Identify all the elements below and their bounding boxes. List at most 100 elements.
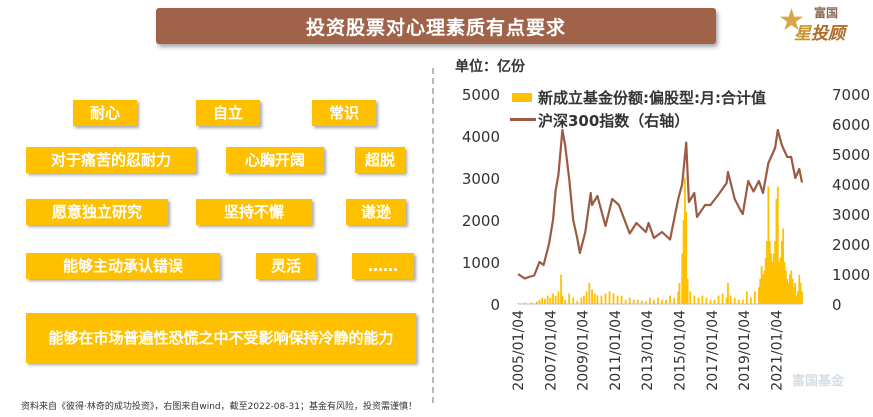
bar-mark: [790, 270, 793, 304]
bar-mark: [693, 295, 696, 304]
bar-mark: [727, 283, 729, 304]
bar-mark: [713, 299, 716, 304]
bar-mark: [644, 301, 647, 304]
bar-mark: [682, 220, 685, 304]
bar-mark: [779, 257, 782, 304]
bar-mark: [557, 291, 560, 304]
y-right-tick-label: 4000: [832, 176, 870, 194]
page-title: 投资股票对心理素质有点要求: [156, 8, 716, 44]
bar-mark: [657, 297, 659, 304]
tag-independent-research: 愿意独立研究: [26, 199, 168, 225]
bar-mark: [799, 283, 802, 304]
bar-mark: [753, 291, 756, 304]
legend-label-csi300: 沪深300指数（右轴）: [538, 112, 690, 130]
bar-mark: [768, 241, 771, 304]
y-right-tick-label: 7000: [832, 86, 870, 104]
tag-common-sense: 常识: [312, 100, 376, 126]
bar-mark: [798, 274, 801, 304]
bar-mark: [678, 283, 681, 304]
tag-humility: 谦逊: [346, 199, 406, 225]
x-tick-label: 2021/01/04: [769, 310, 785, 391]
y-left-tick-label: 2000: [462, 212, 500, 230]
bar-mark: [677, 291, 680, 304]
bar-mark: [684, 178, 686, 304]
bar-mark: [749, 297, 752, 304]
bar-mark: [689, 291, 692, 304]
chart-svg: 0 1000 2000 3000 4000 5000 0 1000 2000 3000 4000 50…: [462, 86, 870, 391]
y-right-tick-label: 0: [832, 296, 842, 314]
bar-mark: [780, 241, 783, 304]
y-left-tick-label: 3000: [462, 170, 500, 188]
logo-main-text: 星投顾: [794, 24, 845, 44]
bar-mark: [560, 274, 562, 304]
bar-mark: [544, 298, 546, 304]
tag-admit-mistakes: 能够主动承认错误: [26, 253, 220, 279]
bar-mark: [580, 297, 583, 304]
x-tick-label: 2019/01/04: [737, 310, 753, 391]
bar-mark: [546, 295, 549, 304]
x-tick-label: 2015/01/04: [673, 310, 689, 391]
bar-mark: [758, 287, 760, 304]
x-tick-label: 2017/01/04: [705, 310, 721, 391]
legend-swatch-bar: [512, 93, 532, 102]
bar-mark: [564, 299, 567, 304]
y-left-tick-label: 5000: [462, 86, 500, 104]
csi300-line: [517, 128, 804, 280]
y-right-tick-label: 5000: [832, 146, 870, 164]
bar-mark: [774, 241, 776, 304]
bar-mark: [608, 291, 611, 304]
bar-mark: [600, 295, 603, 304]
y-left-tick-label: 0: [490, 296, 500, 314]
y-right-tick-label: 6000: [832, 116, 870, 134]
bar-mark: [787, 283, 790, 304]
x-tick-label: 2009/01/04: [576, 310, 592, 391]
bar-mark: [794, 283, 797, 304]
bar-mark: [767, 186, 770, 304]
unit-label: 单位：亿份: [455, 59, 525, 75]
bar-mark: [771, 262, 774, 304]
y-right-tick-label: 1000: [832, 266, 870, 284]
bar-mark: [576, 300, 579, 304]
bar-mark: [624, 299, 627, 304]
bar-mark: [788, 274, 791, 304]
bar-mark: [701, 295, 704, 304]
bar-mark: [685, 211, 688, 304]
bar-mark: [770, 253, 772, 304]
fund-index-chart: 0 1000 2000 3000 4000 5000 0 1000 2000 3000 4000 50…: [440, 70, 870, 414]
bar-mark: [541, 297, 544, 304]
legend-label-fund-shares: 新成立基金份额:偏股型:月:合计值: [538, 89, 766, 107]
tag-detachment: 超脱: [355, 147, 405, 173]
tag-open-mind: 心胸开阔: [226, 147, 324, 173]
bar-mark: [778, 262, 781, 304]
bar-mark: [530, 302, 533, 304]
bar-mark: [795, 295, 798, 304]
bar-mark: [801, 291, 803, 304]
bar-mark: [772, 253, 775, 304]
tag-calm-in-panic: 能够在市场普遍性恐慌之中不受影响保持冷静的能力: [26, 313, 416, 363]
bar-mark: [741, 299, 744, 304]
bar-mark: [733, 297, 736, 304]
bar-mark: [759, 278, 762, 304]
bar-mark: [535, 301, 538, 304]
bar-mark: [717, 295, 720, 304]
bar-mark: [640, 300, 643, 304]
bar-mark: [766, 241, 768, 304]
bar-mark: [568, 293, 571, 304]
divider: [432, 68, 434, 403]
bar-mark: [737, 299, 740, 304]
bar-mark: [620, 295, 623, 304]
bar-mark: [673, 297, 676, 304]
tag-pain-tolerance: 对于痛苦的忍耐力: [26, 147, 196, 173]
y-left-tick-label: 1000: [462, 254, 500, 272]
bar-mark: [636, 299, 639, 304]
legend-swatch-line: [510, 118, 536, 121]
bar-mark: [709, 299, 712, 304]
bar-mark: [661, 299, 663, 304]
bar-mark: [791, 278, 794, 304]
x-tick-label: 2013/01/04: [640, 310, 656, 391]
bar-mark: [561, 295, 564, 304]
bar-mark: [616, 295, 619, 304]
bar-mark: [686, 278, 689, 304]
bar-mark: [725, 297, 728, 304]
bar-mark: [762, 274, 764, 304]
